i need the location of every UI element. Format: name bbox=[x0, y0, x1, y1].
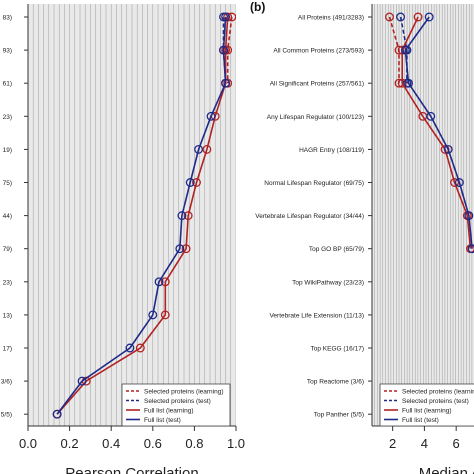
series-group bbox=[385, 12, 474, 254]
y-tick-label: 19) bbox=[3, 147, 12, 154]
data-point bbox=[135, 343, 145, 353]
legend: Selected proteins (learning) Selected pro… bbox=[379, 383, 474, 427]
data-point bbox=[413, 12, 423, 22]
y-tick-label: 5/5) bbox=[1, 412, 12, 419]
panel-2: All Proteins (491/3283) All Common Protei… bbox=[250, 0, 474, 474]
series-group bbox=[52, 12, 236, 419]
x-tick-label: 6 bbox=[453, 436, 460, 451]
series-line bbox=[56, 16, 227, 415]
data-point bbox=[177, 211, 187, 221]
legend-label: Full list (learning) bbox=[144, 408, 194, 415]
y-tick-label: Vertebrate Life Extension (11/13) bbox=[269, 312, 364, 319]
series-line bbox=[404, 16, 473, 249]
y-tick-label: 3/6) bbox=[1, 379, 12, 386]
data-point bbox=[450, 178, 460, 187]
plot-background bbox=[372, 4, 474, 426]
data-point bbox=[424, 12, 434, 22]
y-tick-label: 23) bbox=[3, 279, 12, 286]
series-line bbox=[401, 16, 472, 249]
y-tick-label: Top WikiPathway (23/23) bbox=[292, 279, 364, 286]
data-point bbox=[400, 45, 410, 55]
data-point bbox=[154, 277, 164, 287]
data-point bbox=[464, 211, 474, 221]
y-tick-label: Top GO BP (65/79) bbox=[309, 246, 364, 253]
data-point bbox=[206, 111, 216, 121]
legend-label: Full list (learning) bbox=[402, 408, 452, 415]
y-tick-label: Normal Lifespan Regulator (69/75) bbox=[264, 180, 364, 187]
y-tick-label: 75) bbox=[3, 180, 12, 187]
y-tick-label: All Proteins (491/3283) bbox=[298, 15, 364, 22]
y-tick-label: 17) bbox=[3, 346, 12, 353]
data-point bbox=[77, 376, 87, 386]
data-point bbox=[202, 144, 212, 154]
data-point bbox=[185, 178, 195, 187]
grid bbox=[372, 4, 473, 426]
data-point bbox=[221, 12, 231, 22]
x-tick-label: 0.0 bbox=[19, 436, 37, 451]
data-point bbox=[148, 310, 158, 320]
y-tick-label: 93) bbox=[3, 48, 12, 55]
x-tick-label: 0.6 bbox=[144, 436, 162, 451]
y-tick-label: 83) bbox=[3, 15, 12, 22]
x-tick-label: 2 bbox=[389, 436, 396, 451]
data-point bbox=[192, 178, 201, 187]
data-point bbox=[160, 310, 170, 320]
x-tick-label: 0.8 bbox=[185, 436, 203, 451]
data-point bbox=[227, 12, 236, 22]
data-point bbox=[396, 12, 406, 22]
data-point bbox=[454, 178, 464, 187]
y-tick-label: All Common Proteins (273/593) bbox=[273, 48, 364, 55]
data-point bbox=[194, 144, 204, 154]
x-tick-label: 0.2 bbox=[61, 436, 79, 451]
x-tick-label: 4 bbox=[421, 436, 428, 451]
legend-label: Selected proteins (learning) bbox=[144, 389, 224, 396]
y-tick-label: 13) bbox=[3, 312, 12, 319]
grid bbox=[28, 4, 236, 426]
x-axis-label: Median A bbox=[419, 465, 474, 474]
y-tick-label: 44) bbox=[3, 213, 12, 220]
legend: Selected proteins (learning) Selected pro… bbox=[121, 383, 231, 427]
data-point bbox=[397, 78, 407, 88]
legend-label: Selected proteins (learning) bbox=[402, 389, 474, 396]
data-point bbox=[443, 144, 453, 154]
y-tick-label: All Significant Proteins (257/561) bbox=[270, 81, 364, 88]
legend-label: Selected proteins (test) bbox=[402, 398, 469, 405]
data-point bbox=[160, 277, 170, 287]
data-point bbox=[183, 211, 193, 221]
y-tick-label: Top KEGG (16/17) bbox=[311, 346, 364, 353]
y-tick-label: 61) bbox=[3, 81, 12, 88]
y-tick-label: HAGR Entry (108/119) bbox=[299, 147, 364, 154]
y-tick-label: 23) bbox=[3, 114, 12, 121]
data-point bbox=[125, 343, 135, 353]
data-point bbox=[52, 409, 62, 419]
legend-label: Selected proteins (test) bbox=[144, 398, 211, 405]
panel-label: (b) bbox=[250, 0, 265, 14]
data-point bbox=[175, 244, 185, 254]
data-point bbox=[385, 12, 394, 22]
panel-1: 83) 93) 61) 23) 19) 75) 44) 79) 23) 13) 17) 3/6) 5/5… bbox=[1, 4, 245, 474]
x-axis-label: Pearson Correlation bbox=[65, 465, 198, 474]
y-tick-label: Top Reactome (3/6) bbox=[307, 379, 364, 386]
y-tick-label: Top Panther (5/5) bbox=[314, 412, 364, 419]
data-point bbox=[426, 111, 436, 121]
data-point bbox=[221, 78, 231, 88]
x-tick-label: 0.4 bbox=[102, 436, 120, 451]
data-point bbox=[404, 78, 413, 88]
legend-label: Full list (test) bbox=[402, 417, 439, 424]
data-point bbox=[219, 45, 228, 55]
y-tick-label: Vertebrate Lifespan Regulator (34/44) bbox=[255, 213, 364, 220]
y-tick-label: Any Lifespan Regulator (100/123) bbox=[267, 114, 364, 121]
data-point bbox=[181, 244, 191, 254]
x-tick-label: 1.0 bbox=[227, 436, 245, 451]
data-point bbox=[467, 244, 474, 254]
y-tick-label: 79) bbox=[3, 246, 12, 253]
legend-label: Full list (test) bbox=[144, 417, 181, 424]
